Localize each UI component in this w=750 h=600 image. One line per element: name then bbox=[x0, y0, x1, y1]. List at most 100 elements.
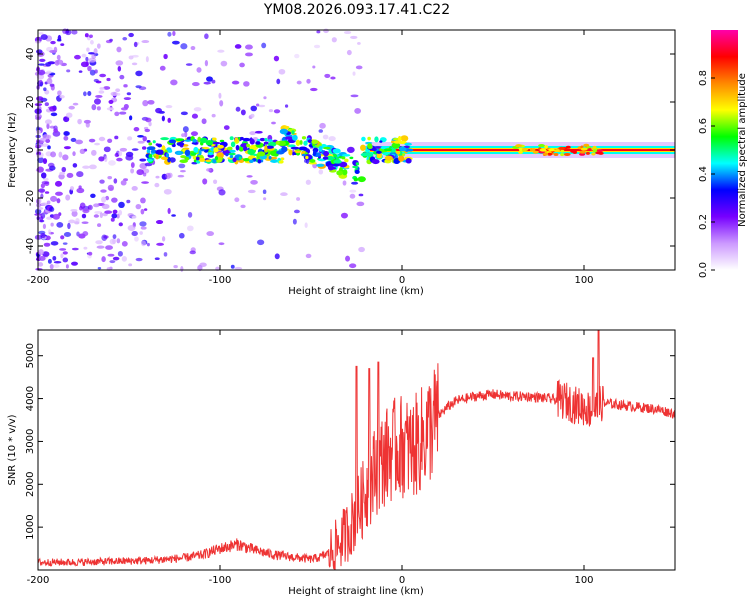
signal-blob bbox=[326, 155, 334, 161]
noise-blob bbox=[239, 62, 245, 68]
noise-blob bbox=[263, 197, 267, 201]
noise-blob bbox=[101, 203, 110, 210]
noise-blob bbox=[278, 68, 286, 75]
noise-blob bbox=[296, 80, 302, 85]
noise-blob bbox=[191, 161, 198, 165]
signal-blob bbox=[229, 154, 234, 159]
noise-blob bbox=[131, 148, 139, 151]
noise-blob bbox=[68, 219, 76, 224]
noise-blob bbox=[50, 40, 56, 45]
noise-blob bbox=[93, 78, 99, 83]
noise-blob bbox=[185, 63, 193, 66]
signal-blob bbox=[184, 149, 191, 156]
noise-blob bbox=[128, 263, 133, 267]
noise-blob bbox=[180, 111, 188, 116]
signal-blob bbox=[235, 144, 240, 151]
noise-blob bbox=[47, 61, 56, 65]
noise-blob bbox=[82, 165, 90, 169]
noise-blob bbox=[352, 71, 356, 76]
noise-blob bbox=[88, 52, 95, 55]
noise-blob bbox=[142, 99, 149, 107]
noise-blob bbox=[204, 60, 209, 67]
noise-blob bbox=[127, 212, 134, 218]
noise-blob bbox=[138, 86, 147, 91]
noise-blob bbox=[71, 210, 78, 217]
noise-blob bbox=[60, 253, 64, 259]
noise-blob bbox=[167, 117, 172, 123]
noise-blob bbox=[310, 87, 318, 92]
spectrogram-x-tick-label: -100 bbox=[209, 275, 232, 286]
noise-blob bbox=[52, 255, 57, 261]
noise-blob bbox=[81, 213, 87, 219]
noise-blob bbox=[202, 178, 208, 185]
signal-blob bbox=[239, 136, 244, 141]
signal-blob bbox=[344, 158, 349, 163]
noise-blob bbox=[161, 236, 166, 242]
noise-blob bbox=[65, 194, 71, 201]
noise-blob bbox=[62, 242, 68, 245]
signal-blob bbox=[290, 146, 300, 150]
noise-blob bbox=[106, 77, 111, 82]
signal-blob bbox=[355, 162, 360, 166]
noise-blob bbox=[63, 146, 71, 150]
noise-blob bbox=[95, 94, 103, 98]
noise-blob bbox=[84, 33, 89, 38]
noise-blob bbox=[62, 154, 69, 161]
noise-blob bbox=[262, 189, 267, 195]
noise-blob bbox=[111, 213, 118, 219]
signal-blob bbox=[397, 135, 402, 142]
noise-blob bbox=[65, 264, 69, 269]
spectrogram-x-tick-label: -200 bbox=[27, 275, 50, 286]
noise-blob bbox=[268, 109, 274, 113]
noise-blob bbox=[38, 197, 42, 204]
noise-blob bbox=[69, 186, 75, 191]
noise-blob bbox=[219, 100, 224, 107]
signal-blob bbox=[323, 146, 331, 150]
noise-blob bbox=[62, 251, 68, 255]
signal-blob bbox=[342, 154, 351, 157]
noise-blob bbox=[318, 169, 324, 175]
noise-blob bbox=[53, 128, 58, 133]
colorbar: 0.0 0.2 0.4 0.6 0.8 Normalized spectral ampl… bbox=[698, 30, 748, 278]
noise-blob bbox=[56, 38, 62, 42]
noise-blob bbox=[107, 253, 115, 257]
noise-blob bbox=[42, 223, 46, 229]
spectrogram-y-tick-label: 40 bbox=[25, 48, 36, 61]
noise-blob bbox=[144, 162, 153, 167]
noise-blob bbox=[114, 111, 120, 117]
signal-blob bbox=[332, 148, 341, 154]
signal-blob bbox=[167, 156, 171, 163]
noise-blob bbox=[71, 29, 78, 35]
noise-blob bbox=[36, 96, 44, 101]
snr-x-tick-label: -200 bbox=[27, 575, 50, 586]
signal-blob bbox=[349, 156, 354, 160]
signal-blob bbox=[338, 161, 348, 168]
noise-blob bbox=[256, 103, 260, 107]
noise-blob bbox=[274, 253, 280, 260]
noise-blob bbox=[88, 57, 97, 63]
noise-blob bbox=[50, 241, 59, 246]
noise-blob bbox=[349, 189, 357, 193]
noise-blob bbox=[114, 135, 119, 140]
noise-blob bbox=[273, 109, 281, 114]
signal-blob bbox=[248, 159, 254, 164]
noise-blob bbox=[154, 257, 160, 260]
noise-blob bbox=[54, 180, 63, 187]
noise-blob bbox=[96, 43, 101, 49]
noise-blob bbox=[78, 185, 82, 190]
noise-blob bbox=[85, 56, 89, 62]
noise-blob bbox=[83, 246, 88, 250]
noise-blob bbox=[40, 34, 48, 41]
noise-blob bbox=[130, 162, 135, 168]
noise-blob bbox=[49, 263, 54, 270]
noise-blob bbox=[328, 136, 336, 142]
noise-blob bbox=[76, 171, 84, 178]
noise-blob bbox=[59, 248, 67, 251]
signal-blob bbox=[246, 143, 250, 148]
noise-blob bbox=[331, 37, 337, 43]
signal-blob bbox=[587, 148, 592, 152]
noise-blob bbox=[181, 133, 185, 137]
noise-blob bbox=[133, 127, 140, 132]
colorbar-tick-label: 0.0 bbox=[698, 262, 709, 278]
